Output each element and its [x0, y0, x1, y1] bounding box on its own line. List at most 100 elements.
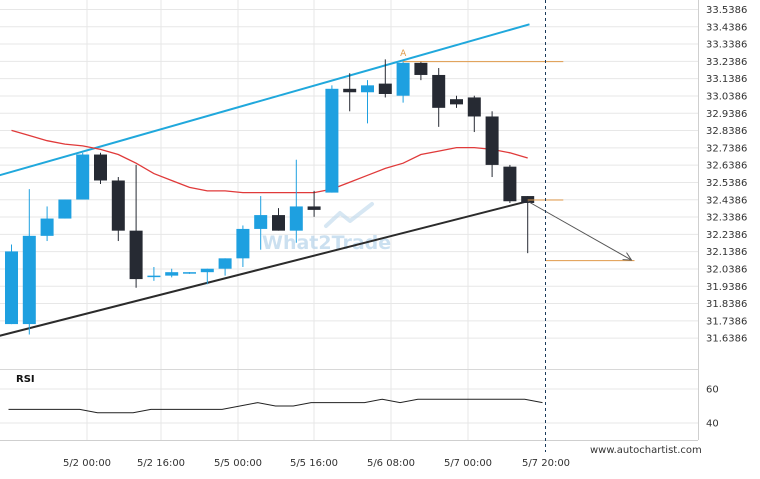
candle-body — [236, 228, 250, 259]
candle-body — [22, 235, 36, 325]
candle-body — [396, 62, 410, 96]
candle-body — [325, 88, 339, 193]
candle — [183, 272, 196, 274]
candle — [378, 59, 392, 98]
y-tick-label: 32.2386 — [706, 230, 747, 241]
rsi-label: RSI — [16, 374, 35, 385]
candle — [485, 111, 499, 178]
x-tick-label: 5/7 20:00 — [522, 458, 570, 469]
candle-body — [361, 85, 374, 93]
y-tick-label: 33.1386 — [706, 74, 747, 85]
candle — [254, 196, 268, 250]
candle — [272, 208, 285, 231]
y-tick-label: 33.5386 — [706, 5, 747, 16]
candle — [432, 68, 446, 127]
y-tick-label: 32.1386 — [706, 247, 747, 258]
candle — [521, 196, 535, 254]
x-tick-label: 5/7 00:00 — [444, 458, 492, 469]
candle-body — [58, 199, 72, 219]
y-tick-label: 32.3386 — [706, 213, 747, 224]
watermark-text: What2Trade — [262, 232, 391, 254]
footer-url[interactable]: www.autochartist.com — [590, 445, 702, 456]
candle-body — [378, 83, 392, 94]
candle-body — [307, 206, 321, 210]
candle-body — [272, 215, 285, 231]
candle — [22, 189, 36, 335]
candle — [200, 268, 214, 285]
candle-body — [200, 268, 214, 273]
y-tick-label: 31.6386 — [706, 334, 747, 345]
candle-body — [40, 218, 54, 236]
candle — [414, 61, 428, 81]
lower-channel-line — [0, 199, 530, 337]
candle-body — [485, 116, 499, 165]
candle-body — [147, 275, 161, 278]
upper-channel-line — [0, 23, 530, 177]
candle — [147, 266, 161, 281]
candle — [40, 206, 54, 242]
y-tick-label: 32.7386 — [706, 143, 747, 154]
watermark: What2Trade — [262, 202, 391, 254]
candle — [5, 244, 18, 325]
y-tick-label: 32.8386 — [706, 126, 747, 137]
rsi-panel: RSI 60 40 — [0, 374, 719, 430]
watermark-logo-icon — [324, 202, 374, 228]
moving-average-line — [11, 129, 528, 194]
candle — [289, 159, 303, 243]
y-tick-label: 32.5386 — [706, 178, 747, 189]
candle — [343, 73, 357, 112]
candle — [218, 258, 232, 276]
y-tick-label: 33.3386 — [706, 40, 747, 51]
y-tick-label: 32.0386 — [706, 264, 747, 275]
candle-body — [165, 272, 179, 276]
candle — [307, 190, 321, 217]
y-tick-label: 32.4386 — [706, 195, 747, 206]
x-tick-label: 5/5 16:00 — [290, 458, 338, 469]
rsi-tick-label: 40 — [706, 419, 719, 430]
candle — [58, 199, 72, 219]
candle — [396, 61, 410, 103]
candle-body — [503, 166, 517, 202]
candle-body — [218, 258, 232, 269]
candle-body — [414, 62, 428, 75]
x-tick-label: 5/5 00:00 — [214, 458, 262, 469]
candle — [111, 177, 125, 242]
candle-body — [94, 154, 107, 181]
candle-body — [289, 206, 303, 231]
x-tick-label: 5/6 08:00 — [367, 458, 415, 469]
y-tick-label: 32.6386 — [706, 161, 747, 172]
candle — [236, 225, 250, 267]
rsi-tick-label: 60 — [706, 385, 719, 396]
candle — [325, 85, 339, 193]
candle-body — [467, 97, 481, 117]
y-tick-label: 31.7386 — [706, 316, 747, 327]
y-tick-label: 33.2386 — [706, 57, 747, 68]
candle — [450, 95, 463, 108]
candle — [165, 268, 179, 278]
candle — [129, 164, 143, 288]
candle-body — [129, 230, 143, 280]
candle-body — [343, 88, 357, 93]
candle-body — [432, 74, 446, 108]
candle — [361, 80, 374, 124]
y-tick-label: 33.0386 — [706, 91, 747, 102]
pattern-marker-label: A — [400, 49, 407, 59]
candle-body — [521, 196, 535, 203]
candle-body — [450, 99, 463, 105]
candle-body — [76, 154, 90, 200]
rsi-line — [8, 398, 543, 414]
candle-body — [111, 180, 125, 231]
x-tick-label: 5/2 00:00 — [63, 458, 111, 469]
price-plot: A — [0, 23, 635, 337]
forecast-arrow-head — [622, 252, 633, 261]
candle — [503, 164, 517, 203]
y-tick-label: 31.9386 — [706, 282, 747, 293]
candle — [94, 152, 107, 184]
x-tick-label: 5/2 16:00 — [137, 458, 185, 469]
y-tick-label: 31.8386 — [706, 299, 747, 310]
candle-body — [254, 215, 268, 229]
y-tick-label: 33.4386 — [706, 22, 747, 33]
candle — [76, 152, 90, 200]
